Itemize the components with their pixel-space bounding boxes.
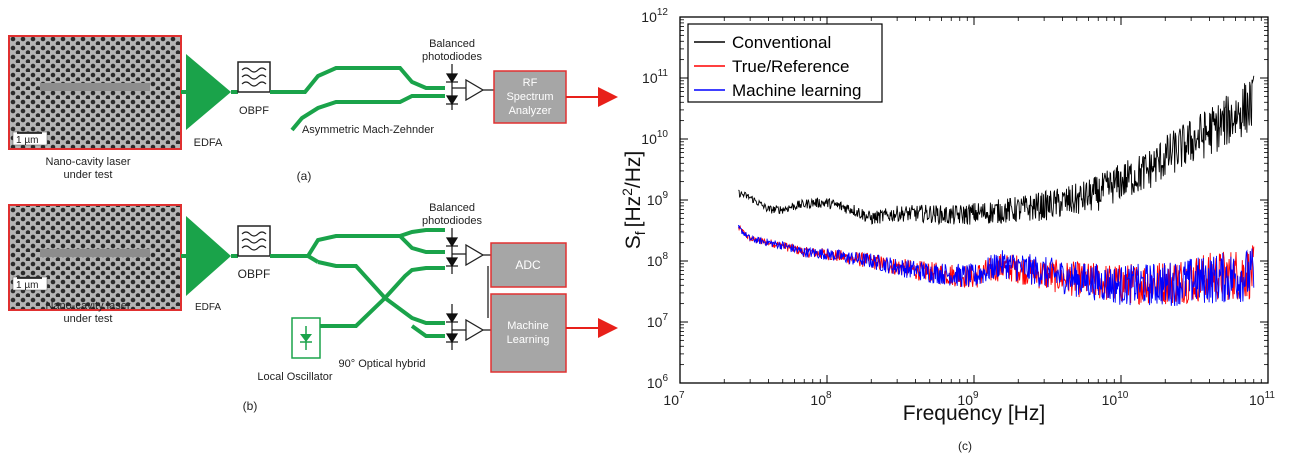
edfa-amplifier-icon	[186, 54, 231, 130]
x-tick-label: 1010	[1102, 390, 1129, 408]
photodiode-icon	[445, 64, 466, 110]
sem-scale-label: 1 µm	[16, 280, 38, 291]
laser-label: Nano-cavity laser	[46, 300, 131, 312]
legend-label-conventional: Conventional	[732, 33, 831, 52]
ml-label: Machine	[507, 320, 549, 332]
mzi-label: Asymmetric Mach-Zehnder	[302, 124, 434, 136]
photodiode-icon	[445, 304, 466, 350]
local-oscillator-icon	[291, 317, 321, 359]
x-axis-label: Frequency [Hz]	[903, 402, 1045, 425]
ml-label-2: Learning	[507, 334, 550, 346]
y-tick-label: 1010	[641, 129, 668, 147]
machine-learning-box: Machine Learning	[490, 293, 567, 373]
amplifier-triangle-icon	[465, 78, 485, 102]
legend: Conventional True/Reference Machine lear…	[687, 23, 883, 103]
x-tick-label: 108	[810, 390, 832, 408]
y-tick-label: 106	[647, 373, 669, 391]
laser-label-2: under test	[64, 169, 113, 181]
obpf-filter-icon	[237, 225, 271, 257]
caption-b: (b)	[243, 399, 258, 413]
psd-chart: 107 108 109 1010 101110610710810910101011101…	[619, 7, 1275, 453]
amplifier-triangle-icon	[465, 243, 485, 267]
obpf-label: OBPF	[238, 267, 271, 281]
caption-c: (c)	[958, 439, 972, 453]
bpd-label-2: photodiodes	[422, 51, 482, 63]
y-tick-label: 108	[647, 251, 669, 269]
rf-spectrum-analyzer-box: RF Spectrum Analyzer	[493, 70, 567, 124]
bpd-label: Balanced	[429, 38, 475, 50]
caption-a: (a)	[297, 169, 312, 183]
panel-b: 1 µm Nano-cavity laser under test EDFA O…	[8, 202, 618, 413]
adc-box: ADC	[490, 242, 567, 288]
series-line-machine-learning	[738, 224, 1255, 307]
adc-label: ADC	[515, 258, 541, 272]
y-tick-label: 107	[647, 312, 669, 330]
sem-image-b: 1 µm	[8, 204, 182, 311]
series-line-conventional	[738, 75, 1255, 226]
y-tick-label: 1011	[642, 68, 668, 86]
obpf-filter-icon	[237, 61, 271, 93]
bpd-label: Balanced	[429, 202, 475, 214]
x-tick-label: 107	[663, 390, 685, 408]
mach-zehnder-icon	[270, 66, 445, 132]
axis-ticks: 107 108 109 1010 101110610710810910101011101…	[641, 7, 1275, 408]
sem-image-a: 1 µm	[8, 35, 182, 150]
y-axis-label: Sf[Hz2/Hz]	[619, 151, 648, 250]
x-tick-label: 1011	[1249, 390, 1275, 408]
sem-scale-label: 1 µm	[16, 135, 38, 146]
laser-label: Nano-cavity laser	[46, 156, 131, 168]
panel-a: 1 µm Nano-cavity laser under test EDFA O…	[8, 35, 618, 183]
rf-label-3: Analyzer	[509, 105, 552, 117]
amplifier-triangle-icon	[465, 318, 485, 342]
edfa-label: EDFA	[194, 137, 223, 149]
laser-label-2: under test	[64, 313, 113, 325]
edfa-label: EDFA	[195, 302, 221, 313]
y-tick-label: 1012	[641, 7, 668, 25]
series-group	[738, 75, 1255, 307]
rf-label-2: Spectrum	[506, 91, 553, 103]
legend-label-ml: Machine learning	[732, 81, 861, 100]
obpf-label: OBPF	[239, 105, 269, 117]
lo-label: Local Oscillator	[257, 371, 333, 383]
photodiode-icon	[445, 228, 466, 274]
bpd-label-2: photodiodes	[422, 215, 482, 227]
legend-label-reference: True/Reference	[732, 57, 849, 76]
edfa-amplifier-icon	[186, 216, 231, 296]
rf-label: RF	[523, 77, 538, 89]
x-tick-label: 109	[957, 390, 979, 408]
y-tick-label: 109	[647, 190, 669, 208]
hybrid-label: 90° Optical hybrid	[339, 358, 426, 370]
